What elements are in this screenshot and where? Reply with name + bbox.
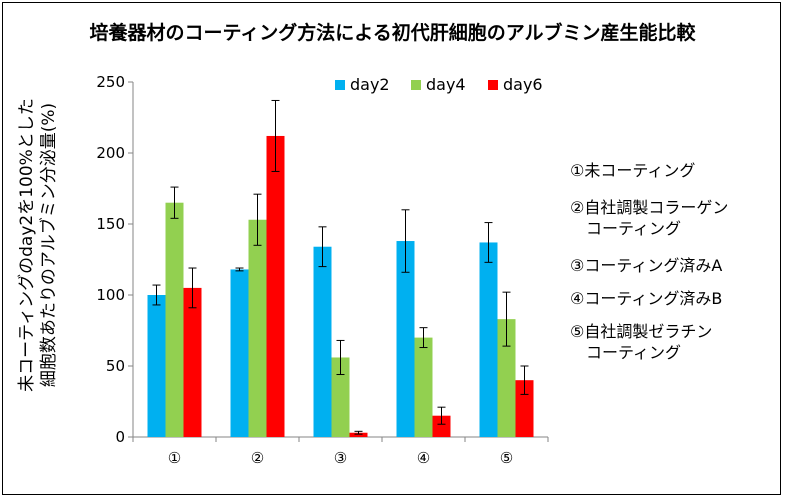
x-tick-label: ② (251, 449, 264, 467)
note-3: ③コーティング済みA (570, 256, 723, 275)
bar-day4 (165, 202, 184, 437)
chart-title: 培養器材のコーティング方法による初代肝細胞のアルブミン産生能比較 (89, 22, 696, 44)
bar-day6 (515, 380, 534, 437)
x-tick-label: ① (168, 449, 181, 467)
note-5: ⑤自社調製ゼラチン コーティング (570, 322, 713, 362)
bar-day2 (147, 295, 166, 437)
legend-label-day4: day4 (426, 75, 466, 94)
y-tick-label: 100 (96, 286, 125, 304)
y-tick-label: 0 (115, 428, 125, 446)
bar-day2 (313, 246, 332, 437)
bar-day2 (230, 269, 249, 437)
y-tick-label: 250 (96, 73, 125, 91)
legend-swatch-day4 (411, 80, 421, 90)
y-tick-label: 150 (96, 215, 125, 233)
legend-swatch-day2 (335, 80, 345, 90)
x-tick-label: ③ (334, 449, 347, 467)
note-4: ④コーティング済みB (570, 289, 723, 308)
note-2: ②自社調製コラーゲン コーティング (570, 198, 729, 238)
note-1: ①未コーティング (570, 161, 696, 180)
bar-day4 (331, 357, 350, 437)
bar-day4 (248, 219, 267, 437)
x-tick-label: ④ (417, 449, 430, 467)
legend-label-day6: day6 (503, 75, 543, 94)
bar-day4 (497, 319, 516, 437)
bar-day6 (349, 432, 368, 437)
bar-day6 (183, 287, 202, 437)
bar-day6 (266, 135, 285, 437)
legend-label-day2: day2 (350, 75, 390, 94)
bar-day4 (414, 337, 433, 437)
legend-swatch-day6 (488, 80, 498, 90)
y-tick-label: 200 (96, 144, 125, 162)
x-tick-label: ⑤ (500, 449, 513, 467)
bar-day2 (479, 242, 498, 437)
y-tick-label: 50 (106, 357, 125, 375)
bar-day2 (396, 241, 415, 437)
bar-day6 (432, 415, 451, 437)
